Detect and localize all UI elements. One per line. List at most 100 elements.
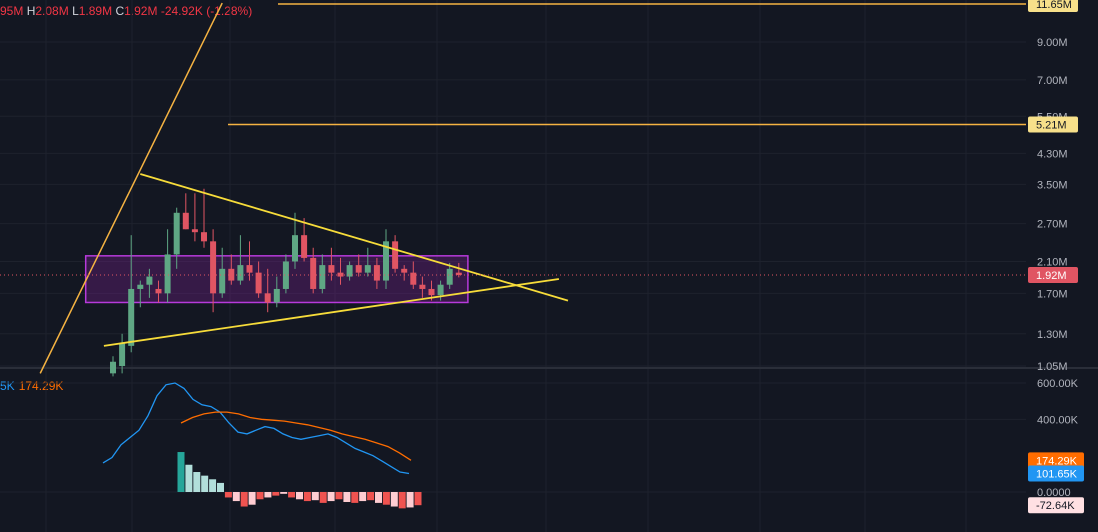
histogram-bar [390,492,398,507]
histogram-bar [296,492,303,500]
indicator-tag-box [1028,465,1084,482]
histogram-bar [256,492,264,500]
price-tag-box [1028,0,1078,12]
histogram-bar [185,464,193,492]
steep-trendline [39,2,223,374]
candle-body [155,288,162,294]
histogram-bar [280,492,288,494]
candle-body [383,241,389,281]
change-value: -24.92K (-1.28%) [160,4,253,18]
candle-body [346,265,353,277]
candle-body [182,212,189,230]
histogram-bar [303,492,311,502]
candle-body [310,257,317,289]
histogram-bar [217,482,224,492]
price-tick-label: 9.00M [1037,37,1068,49]
candle-body [110,361,116,374]
price-tick-label: 2.10M [1037,256,1068,268]
low-key: L [72,4,79,18]
indicator-tick-label: 0.0000 [1037,487,1071,499]
candles-group [110,188,462,377]
histogram-bar [319,492,327,503]
high-value: 2.08M [35,4,69,18]
fast-line [102,382,410,475]
price-tick-label: 2.70M [1037,219,1068,231]
histogram-bar [232,492,240,502]
histogram-bar [248,492,256,505]
candle-body [228,268,235,281]
histogram-bar [335,492,343,500]
candle-body [146,276,153,285]
candle-body [373,265,380,281]
histogram-bar [224,492,232,498]
candle-body [437,284,444,296]
price-tick-label: 7.00M [1037,75,1068,87]
histogram-bar [343,492,351,502]
lower-trendline [103,278,560,347]
histogram-bar [177,452,185,492]
price-tag-box [1028,266,1078,283]
price-tick-label: 3.50M [1037,179,1068,191]
indicator-tag-label: -72.64K [1036,500,1075,512]
histogram-bar [209,479,217,492]
candle-body [137,284,144,289]
histogram-bar [375,492,382,503]
indicator-tick-label: 600.00K [1037,378,1079,390]
candle-body [401,268,408,273]
slow-line [180,411,412,461]
candle-body [446,268,453,285]
price-tick-label: 4.30M [1037,148,1068,160]
price-tick-label: 1.70M [1037,288,1068,300]
candle-body [219,268,226,294]
histogram-bar [367,492,375,501]
candle-body [210,241,217,294]
candle-body [173,212,180,255]
histogram-bar [264,492,272,498]
price-tag-label: 11.65M [1036,0,1072,11]
candle-body [419,284,426,289]
ohlc-legend: 95M H2.08M L1.89M C1.92M -24.92K (-1.28%… [0,4,252,18]
price-tag-label: 1.92M [1036,270,1067,282]
high-key: H [26,4,36,18]
candle-body [201,232,207,242]
candle-body [164,254,171,294]
indicator-tag-label: 174.29K [1036,455,1078,467]
close-key: C [115,4,125,18]
histogram-bar [311,492,319,501]
histogram-bar [240,492,248,507]
candle-body [255,272,262,294]
histogram-bar [201,475,209,492]
histogram-bar [288,492,296,498]
indicator-tag-box [1028,452,1084,469]
candle-body [264,293,271,303]
candle-body [273,288,280,303]
price-tag-label: 5.21M [1036,119,1067,131]
histogram-bar [327,492,335,502]
candle-body [364,265,371,273]
candle-body [392,241,399,269]
indicator-tag-label: 101.65K [1036,469,1078,481]
candle-body [237,265,244,281]
candle-body [191,229,198,233]
histogram-bar [272,492,280,496]
histogram-bar [414,492,422,506]
price-tick-label: 1.30M [1037,329,1068,341]
candle-body [292,235,298,262]
candle-body [428,288,435,296]
candle-body [128,288,135,346]
open-fragment: 95M [0,4,24,18]
histogram-bar [359,492,367,502]
histogram-bar [382,492,390,505]
candle-body [301,235,308,258]
indicator-tag-box [1028,497,1084,514]
histogram-bar [406,492,414,508]
candle-body [410,272,417,285]
price-tag-box [1028,116,1078,133]
price-tick-label: 1.05M [1037,361,1068,373]
candle-body [319,265,326,289]
candle-body [282,261,289,289]
candle-body [246,265,253,273]
candle-body [119,343,126,366]
histogram-bar [351,492,359,503]
